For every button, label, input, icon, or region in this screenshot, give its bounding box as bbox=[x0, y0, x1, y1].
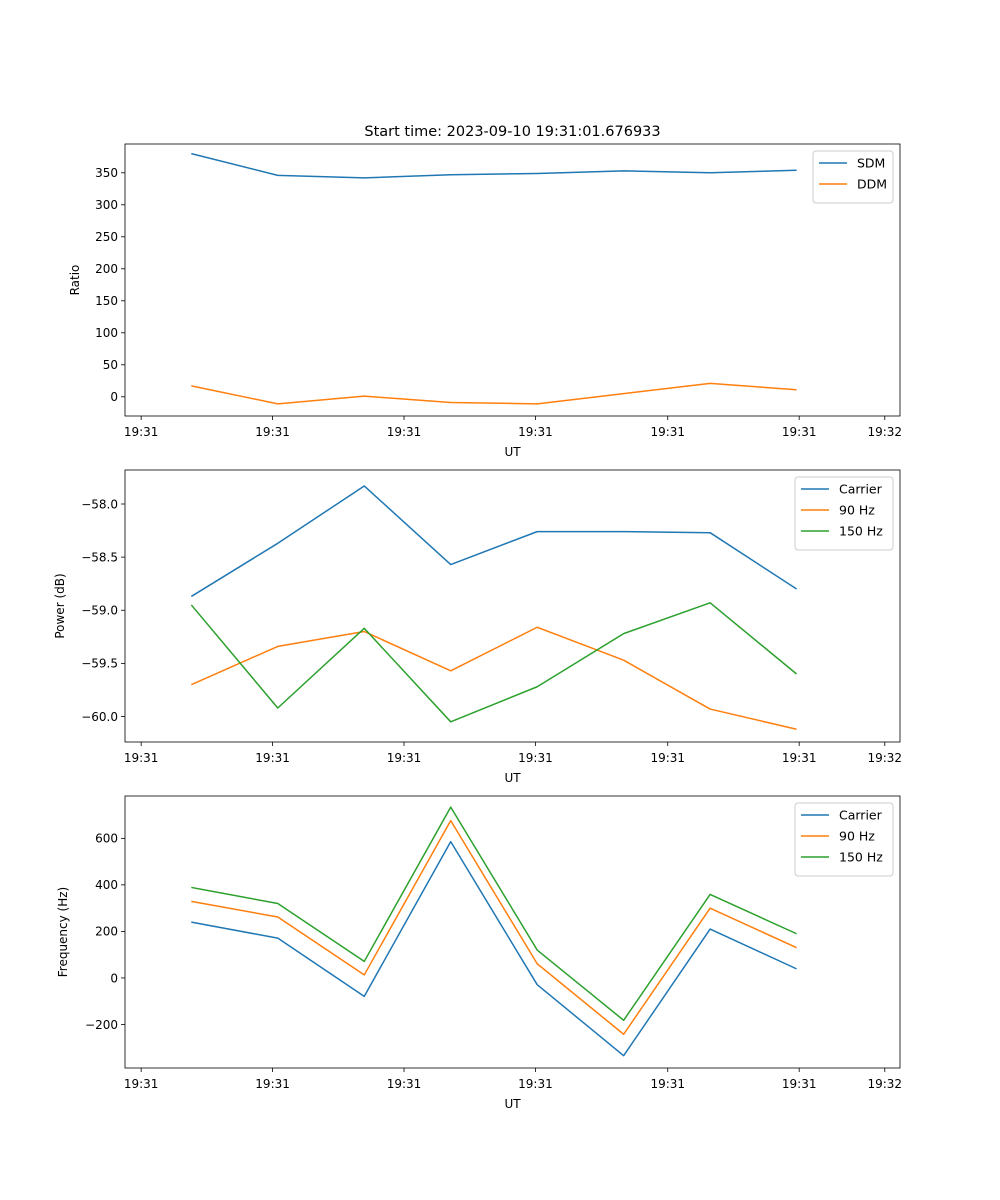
frequency-series-line-150-hz bbox=[191, 806, 797, 1022]
ratio-x-tick-label: 19:31 bbox=[518, 425, 553, 439]
ratio-y-tick-label: 300 bbox=[95, 198, 118, 212]
frequency-y-tick-label: 400 bbox=[95, 878, 118, 892]
power-y-axis-label: Power (dB) bbox=[53, 573, 67, 638]
power-series-line-carrier bbox=[190, 485, 797, 598]
power-panel: 19:31 19:31 19:31 19:31 19:31 19:31 19:32 −58.0… bbox=[53, 469, 902, 785]
ratio-y-axis-label: Ratio bbox=[68, 265, 82, 296]
frequency-y-tick-label: 600 bbox=[95, 832, 118, 846]
frequency-x-tick-label: 19:31 bbox=[255, 1077, 290, 1091]
ratio-series-line-sdm bbox=[191, 152, 797, 179]
ratio-y-tick-label: 350 bbox=[95, 166, 118, 180]
frequency-x-tick-label: 19:32 bbox=[867, 1077, 902, 1091]
ratio-y-tick-label: 200 bbox=[95, 262, 118, 276]
ratio-x-tick-label: 19:31 bbox=[124, 425, 159, 439]
power-legend-label: 90 Hz bbox=[839, 503, 875, 518]
power-x-axis-label: UT bbox=[504, 771, 521, 785]
power-legend-label: 150 Hz bbox=[839, 524, 883, 539]
power-legend-label: Carrier bbox=[839, 482, 883, 497]
frequency-y-axis-label: Frequency (Hz) bbox=[56, 887, 70, 978]
power-y-tick-label: −58.5 bbox=[81, 550, 118, 564]
ratio-legend: SDM DDM bbox=[812, 150, 894, 204]
ratio-legend-label: SDM bbox=[857, 156, 885, 171]
power-y-tick-label: −60.0 bbox=[81, 710, 118, 724]
power-series-line-150-hz bbox=[190, 602, 798, 723]
ratio-axes-frame bbox=[124, 143, 901, 417]
frequency-y-tick-label: 200 bbox=[95, 925, 118, 939]
ratio-panel: 19:31 19:31 19:31 19:31 19:31 19:31 19:32 0 50 10… bbox=[68, 143, 902, 459]
frequency-legend-label: 150 Hz bbox=[839, 850, 883, 865]
frequency-panel: 19:31 19:31 19:31 19:31 19:31 19:31 19:32 −200 0… bbox=[56, 795, 902, 1111]
frequency-legend-label: 90 Hz bbox=[839, 829, 875, 844]
ratio-y-tick-label: 50 bbox=[103, 358, 118, 372]
frequency-series-line-carrier bbox=[191, 840, 797, 1057]
power-y-tick-label: −58.0 bbox=[81, 497, 118, 511]
frequency-x-tick-label: 19:31 bbox=[518, 1077, 553, 1091]
frequency-x-tick-label: 19:31 bbox=[387, 1077, 422, 1091]
ratio-x-axis-label: UT bbox=[504, 445, 521, 459]
power-y-tick-label: −59.0 bbox=[81, 604, 118, 618]
ratio-x-tick-label: 19:31 bbox=[387, 425, 422, 439]
frequency-x-tick-label: 19:31 bbox=[782, 1077, 817, 1091]
frequency-legend: Carrier 90 Hz 150 Hz bbox=[794, 802, 894, 877]
ratio-legend-box bbox=[812, 150, 894, 204]
ratio-series-line-ddm bbox=[191, 382, 797, 405]
figure-title: Start time: 2023-09-10 19:31:01.676933 bbox=[364, 124, 660, 140]
power-axes-frame bbox=[124, 469, 901, 743]
ratio-x-tick-label: 19:31 bbox=[782, 425, 817, 439]
power-series-line-90-hz bbox=[191, 626, 797, 730]
power-x-tick-label: 19:31 bbox=[518, 751, 553, 765]
frequency-x-tick-label: 19:31 bbox=[650, 1077, 685, 1091]
power-y-tick-label: −59.5 bbox=[81, 657, 118, 671]
power-x-tick-label: 19:32 bbox=[867, 751, 902, 765]
ratio-y-tick-label: 150 bbox=[95, 294, 118, 308]
frequency-x-axis-label: UT bbox=[504, 1097, 521, 1111]
frequency-axes-frame bbox=[124, 795, 901, 1069]
power-x-tick-label: 19:31 bbox=[387, 751, 422, 765]
power-x-tick-label: 19:31 bbox=[650, 751, 685, 765]
ratio-x-tick-label: 19:31 bbox=[650, 425, 685, 439]
ratio-y-tick-label: 250 bbox=[95, 230, 118, 244]
power-legend: Carrier 90 Hz 150 Hz bbox=[794, 476, 894, 551]
ratio-x-tick-label: 19:31 bbox=[255, 425, 290, 439]
power-x-tick-label: 19:31 bbox=[255, 751, 290, 765]
ratio-y-tick-label: 100 bbox=[95, 326, 118, 340]
ratio-x-tick-label: 19:32 bbox=[867, 425, 902, 439]
ratio-legend-label: DDM bbox=[857, 177, 887, 192]
frequency-legend-label: Carrier bbox=[839, 808, 883, 823]
frequency-y-tick-label: −200 bbox=[85, 1018, 118, 1032]
frequency-x-tick-label: 19:31 bbox=[124, 1077, 159, 1091]
power-x-tick-label: 19:31 bbox=[782, 751, 817, 765]
ratio-y-tick-label: 0 bbox=[110, 390, 118, 404]
frequency-y-tick-label: 0 bbox=[110, 971, 118, 985]
power-x-tick-label: 19:31 bbox=[124, 751, 159, 765]
frequency-series-line-90-hz bbox=[191, 819, 797, 1036]
